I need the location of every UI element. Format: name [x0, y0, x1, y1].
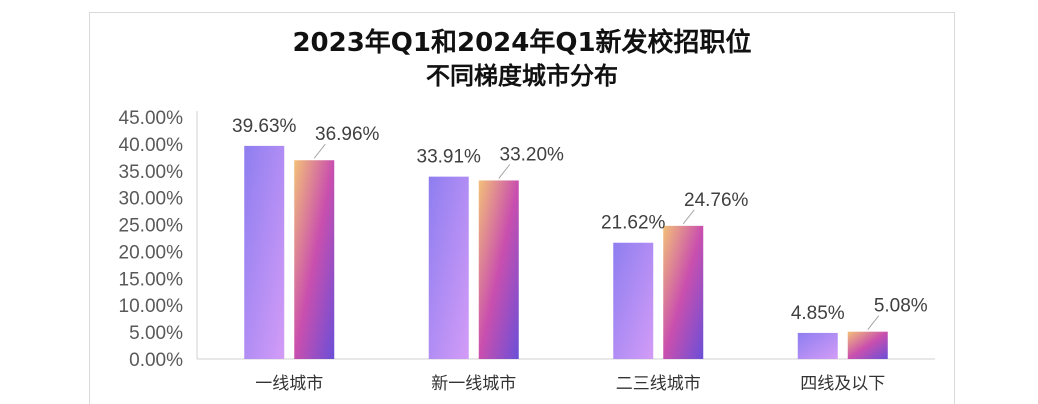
- x-category-label: 一线城市: [255, 374, 323, 394]
- y-tick-label: 40.00%: [119, 135, 184, 156]
- y-tick-label: 35.00%: [119, 162, 184, 183]
- chart-title: 2023年Q1和2024年Q1新发校招职位: [292, 28, 752, 58]
- bar: [244, 145, 285, 359]
- data-label: 39.63%: [232, 116, 297, 137]
- x-category-label: 二三线城市: [616, 374, 701, 394]
- y-tick-label: 30.00%: [119, 189, 184, 210]
- y-tick-label: 25.00%: [119, 216, 184, 237]
- bar: [797, 332, 838, 359]
- data-label: 5.08%: [874, 296, 928, 317]
- leader-line: [682, 209, 695, 225]
- chart-subtitle: 不同梯度城市分布: [426, 62, 618, 90]
- leader-line: [313, 143, 326, 159]
- leader-line: [498, 164, 511, 179]
- y-tick-label: 45.00%: [119, 108, 184, 129]
- bar: [613, 242, 654, 359]
- data-label: 4.85%: [791, 303, 845, 324]
- data-label: 33.20%: [500, 144, 565, 165]
- bar: [847, 331, 888, 359]
- leader-line: [867, 315, 880, 330]
- bar: [663, 225, 704, 359]
- data-label: 36.96%: [315, 124, 380, 145]
- y-tick-label: 0.00%: [129, 350, 183, 371]
- y-tick-label: 10.00%: [119, 296, 184, 317]
- bar: [294, 160, 335, 359]
- x-category-label: 四线及以下: [800, 374, 885, 394]
- data-label: 33.91%: [417, 147, 482, 168]
- x-category-label: 新一线城市: [431, 374, 516, 394]
- chart-frame: [89, 12, 955, 404]
- y-tick-label: 15.00%: [119, 269, 184, 290]
- bar: [428, 176, 469, 359]
- bar: [478, 180, 519, 359]
- y-tick-label: 20.00%: [119, 242, 184, 263]
- data-label: 21.62%: [601, 213, 666, 234]
- data-label: 24.76%: [684, 190, 749, 211]
- y-tick-label: 5.00%: [129, 323, 183, 344]
